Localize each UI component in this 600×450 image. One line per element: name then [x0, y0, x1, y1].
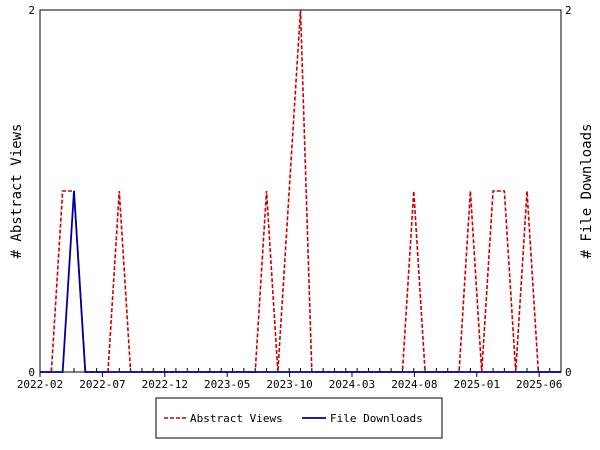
y-right-tick-min: 0	[565, 366, 572, 379]
legend-box	[155, 397, 443, 439]
x-tick-label: 2023-10	[266, 378, 312, 391]
y-left-tick-max: 2	[28, 4, 35, 17]
x-tick-label: 2024-08	[391, 378, 437, 391]
x-tick-label: 2022-07	[79, 378, 125, 391]
series-line-file-downloads	[40, 190, 561, 373]
legend-label-abstract-views: Abstract Views	[190, 412, 283, 425]
plot-frame	[39, 9, 562, 373]
x-axis-ticks: 2022-02 2022-07 2022-12 2023-05 2023-10 2024-…	[17, 368, 562, 391]
x-tick-label: 2022-12	[142, 378, 188, 391]
x-tick-label: 2024-03	[329, 378, 375, 391]
y-right-tick-max: 2	[565, 4, 572, 17]
series-layer	[40, 9, 561, 373]
x-tick-label: 2023-05	[204, 378, 250, 391]
x-tick-label: 2025-01	[454, 378, 500, 391]
series-line-abstract-views	[40, 9, 561, 373]
y-right-axis-title: # File Downloads	[579, 124, 595, 259]
x-tick-label: 2022-02	[17, 378, 63, 391]
plot-area	[39, 9, 562, 373]
y-left-tick-min: 0	[28, 366, 35, 379]
x-tick-label: 2025-06	[516, 378, 562, 391]
y-left-axis-title: # Abstract Views	[9, 124, 25, 259]
legend-label-file-downloads: File Downloads	[330, 412, 423, 425]
legend: Abstract Views File Downloads	[155, 397, 443, 439]
